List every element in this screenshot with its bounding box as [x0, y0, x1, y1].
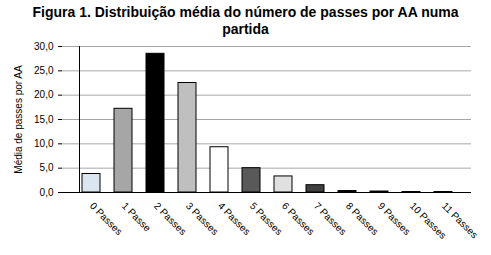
svg-text:20,0: 20,0	[34, 89, 54, 100]
svg-text:8 Passes: 8 Passes	[344, 200, 381, 237]
svg-text:0 Passes: 0 Passes	[88, 200, 125, 237]
svg-text:Média de passes por AA: Média de passes por AA	[13, 65, 24, 174]
svg-text:3 Passes: 3 Passes	[184, 200, 221, 237]
svg-text:5 Passes: 5 Passes	[248, 200, 285, 237]
svg-text:0,0: 0,0	[40, 187, 54, 198]
svg-text:6 Passes: 6 Passes	[280, 200, 317, 237]
svg-text:15,0: 15,0	[34, 114, 54, 125]
svg-text:10,0: 10,0	[34, 138, 54, 149]
svg-text:2 Passes: 2 Passes	[152, 200, 189, 237]
svg-text:4 Passes: 4 Passes	[216, 200, 253, 237]
svg-text:11 Passes: 11 Passes	[440, 200, 480, 240]
svg-text:7 Passes: 7 Passes	[312, 200, 349, 237]
svg-text:9 Passes: 9 Passes	[376, 200, 413, 237]
svg-text:30,0: 30,0	[34, 41, 54, 52]
svg-text:1 Passe: 1 Passe	[120, 200, 154, 234]
html-text:Figura 1. Distribuição média d: Figura 1. Distribuição média do número d…	[32, 4, 459, 37]
svg-text:5,0: 5,0	[40, 162, 54, 173]
svg-text:25,0: 25,0	[34, 65, 54, 76]
svg-text:10 Passes: 10 Passes	[407, 200, 449, 241]
